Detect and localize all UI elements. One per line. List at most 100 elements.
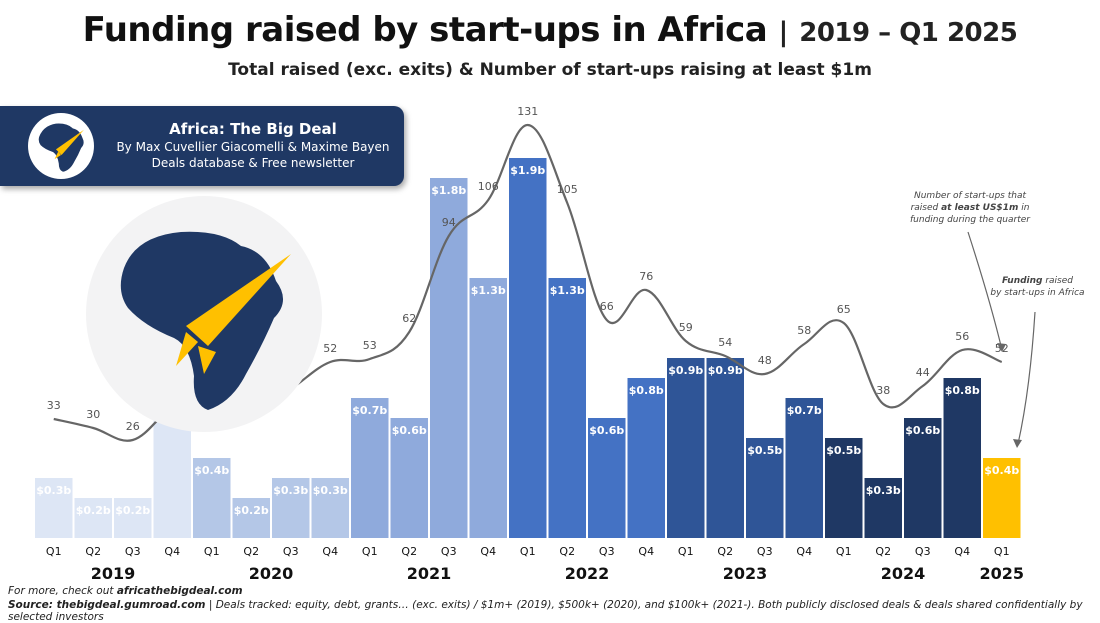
bar-value-label: $0.7b bbox=[352, 404, 387, 417]
chart-svg: $0.3b $0.2b $0.2b $0.7b $0.4b $0.2b $0.3b $0.3b… bbox=[35, 105, 1036, 583]
chart-subtitle: Total raised (exc. exits) & Number of st… bbox=[228, 60, 872, 80]
bar-value-label: $0.3b bbox=[273, 484, 308, 497]
quarter-tick-label: Q2 bbox=[243, 545, 259, 558]
quarter-tick-label: Q2 bbox=[717, 545, 733, 558]
bar bbox=[548, 278, 586, 538]
bars-group: $0.3b $0.2b $0.2b $0.7b $0.4b $0.2b $0.3b $0.3b… bbox=[35, 158, 1021, 538]
line-value-label: 52 bbox=[323, 342, 337, 355]
year-tick-label: 2019 bbox=[91, 564, 136, 583]
quarter-tick-label: Q4 bbox=[164, 545, 180, 558]
footer: For more, check out africathebigdeal.com… bbox=[8, 585, 1100, 623]
annotation-arrows bbox=[967, 231, 1036, 448]
startups-note-line3: funding during the quarter bbox=[910, 215, 1030, 225]
bar-value-label: $0.5b bbox=[826, 444, 861, 457]
year-tick-label: 2024 bbox=[881, 564, 926, 583]
line-value-label: 26 bbox=[126, 420, 140, 433]
footer-line2: Source: thebigdeal.gumroad.com | Deals t… bbox=[8, 599, 1083, 623]
quarter-tick-label: Q2 bbox=[85, 545, 101, 558]
bar-value-label: $0.6b bbox=[589, 424, 624, 437]
africa-rocket-icon bbox=[86, 196, 322, 432]
quarter-tick-label: Q2 bbox=[401, 545, 417, 558]
funding-note: Funding raised by start-ups in Africa bbox=[985, 275, 1090, 299]
bar bbox=[74, 498, 112, 538]
bar-value-label: $0.2b bbox=[234, 504, 269, 517]
line-value-label: 48 bbox=[758, 354, 772, 367]
bar bbox=[114, 498, 152, 538]
quarter-tick-label: Q2 bbox=[875, 545, 891, 558]
title-separator: | bbox=[778, 17, 789, 48]
startups-arrowhead bbox=[997, 343, 1006, 352]
bar-value-label: $0.3b bbox=[313, 484, 348, 497]
quarter-tick-label: Q1 bbox=[46, 545, 62, 558]
title-range: 2019 – Q1 2025 bbox=[799, 18, 1018, 48]
africa-rocket-icon bbox=[28, 113, 94, 179]
footer-website-link[interactable]: africathebigdeal.com bbox=[116, 585, 243, 597]
line-value-label: 76 bbox=[639, 270, 653, 283]
banner-text: Africa: The Big Deal By Max Cuvellier Gi… bbox=[112, 120, 394, 170]
bar-value-label: $0.3b bbox=[36, 484, 71, 497]
line-value-label: 62 bbox=[402, 312, 416, 325]
line-value-label: 94 bbox=[442, 216, 456, 229]
bar bbox=[430, 178, 468, 538]
funding-arrow bbox=[1017, 311, 1036, 445]
bar bbox=[904, 418, 942, 538]
quarter-tick-label: Q2 bbox=[559, 545, 575, 558]
bar-value-label: $0.2b bbox=[115, 504, 150, 517]
bar bbox=[509, 158, 547, 538]
line-value-label: 54 bbox=[718, 336, 732, 349]
bar-value-label: $0.8b bbox=[945, 384, 980, 397]
quarter-tick-label: Q4 bbox=[322, 545, 338, 558]
year-tick-label: 2021 bbox=[407, 564, 452, 583]
startups-note-line2: raised at least US$1m in bbox=[910, 203, 1030, 213]
quarter-tick-label: Q1 bbox=[520, 545, 536, 558]
year-tick-label: 2022 bbox=[565, 564, 610, 583]
footer-source-link[interactable]: thebigdeal.gumroad.com bbox=[56, 599, 206, 611]
bar bbox=[311, 478, 349, 538]
bar bbox=[785, 398, 823, 538]
bar bbox=[825, 438, 863, 538]
brand-banner: Africa: The Big Deal By Max Cuvellier Gi… bbox=[0, 106, 404, 186]
bar bbox=[351, 398, 389, 538]
startups-note-line1: Number of start-ups that bbox=[913, 191, 1026, 201]
bar-value-label: $1.8b bbox=[431, 184, 466, 197]
title-main: Funding raised by start-ups in Africa bbox=[82, 10, 768, 50]
banner-authors: By Max Cuvellier Giacomelli & Maxime Bay… bbox=[116, 140, 390, 154]
line-value-label: 59 bbox=[679, 321, 693, 334]
line-value-label: 30 bbox=[86, 408, 100, 421]
line-value-label: 65 bbox=[837, 303, 851, 316]
bar-value-label: $1.3b bbox=[550, 284, 585, 297]
quarter-tick-label: Q4 bbox=[796, 545, 812, 558]
line-value-label: 38 bbox=[876, 384, 890, 397]
bar bbox=[627, 378, 665, 538]
bar bbox=[864, 478, 902, 538]
funding-arrowhead bbox=[1013, 439, 1022, 448]
line-value-label: 44 bbox=[916, 366, 930, 379]
bar-value-label: $1.3b bbox=[471, 284, 506, 297]
bar bbox=[943, 378, 981, 538]
banner-tagline: Deals database & Free newsletter bbox=[151, 156, 355, 170]
bar bbox=[706, 358, 744, 538]
bar-value-label: $0.4b bbox=[194, 464, 229, 477]
x-axis: Q1 Q2 Q3 Q4 Q1 Q2 Q3 Q4 Q1 Q2 Q3 Q4 Q1 Q2 Q3 Q4 Q1 Q2 Q3 Q4… bbox=[46, 545, 1024, 583]
bar-value-label: $0.4b bbox=[984, 464, 1019, 477]
line-value-label: 53 bbox=[363, 339, 377, 352]
startups-note: Number of start-ups that raised at least… bbox=[900, 190, 1040, 226]
bar-value-label: $0.6b bbox=[392, 424, 427, 437]
bar-value-label: $0.3b bbox=[866, 484, 901, 497]
bar bbox=[35, 478, 73, 538]
line-value-label: 105 bbox=[557, 183, 578, 196]
chart-title: Funding raised by start-ups in Africa | … bbox=[0, 10, 1100, 50]
bar-value-label: $1.9b bbox=[510, 164, 545, 177]
quarter-tick-label: Q3 bbox=[599, 545, 615, 558]
quarter-tick-label: Q1 bbox=[678, 545, 694, 558]
bar bbox=[469, 278, 507, 538]
footer-line1: For more, check out africathebigdeal.com bbox=[8, 585, 243, 597]
bar-value-label: $0.8b bbox=[629, 384, 664, 397]
banner-name: Africa: The Big Deal bbox=[169, 120, 337, 138]
bar bbox=[588, 418, 626, 538]
quarter-tick-label: Q1 bbox=[362, 545, 378, 558]
bar bbox=[193, 458, 231, 538]
bar bbox=[983, 458, 1021, 538]
quarter-tick-label: Q3 bbox=[757, 545, 773, 558]
startups-arrow bbox=[967, 231, 1003, 351]
